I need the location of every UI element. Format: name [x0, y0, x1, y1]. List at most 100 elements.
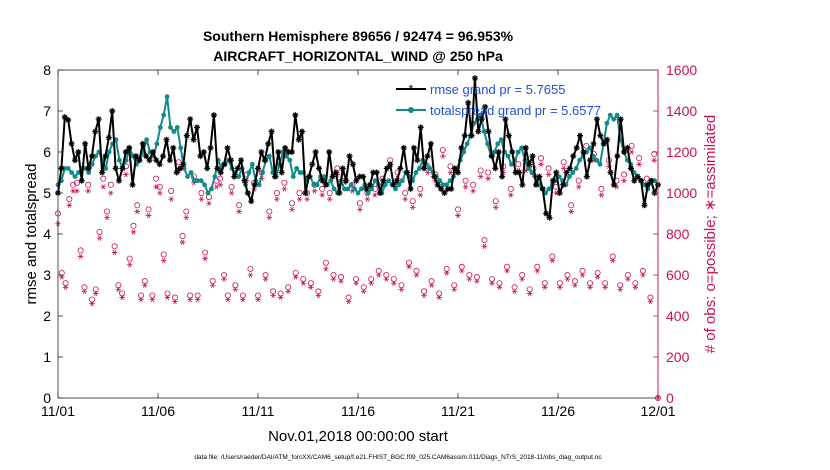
totalspread-point [437, 178, 443, 184]
rmse-point [580, 149, 587, 155]
rmse-point [627, 165, 634, 172]
obs-assimilated-point [409, 204, 416, 210]
obs-possible-point [115, 282, 122, 289]
y-left-tick-label: 5 [43, 185, 51, 201]
obs-possible-point [632, 280, 639, 287]
y-axis-right: 0 200 400 600 800 1000 1200 1400 1600 [653, 62, 697, 406]
totalspread-point [188, 170, 194, 175]
totalspread-point [372, 178, 378, 184]
rmse-point [475, 128, 482, 135]
rmse-point [227, 157, 234, 164]
obs-assimilated-point [62, 284, 69, 290]
obs-assimilated-point [289, 206, 295, 213]
obs-possible-point [66, 196, 73, 203]
rmse-point [78, 177, 85, 184]
obs-assimilated-point [458, 268, 465, 274]
totalspread-point [461, 149, 467, 155]
totalspread-point [604, 120, 610, 126]
totalspread-point [256, 182, 262, 188]
rmse-point [519, 181, 526, 188]
rmse-point [343, 177, 350, 184]
obs-assimilated-point [108, 190, 114, 196]
obs-assimilated-point [541, 284, 548, 290]
totalspread-point [573, 166, 579, 171]
obs-assimilated-point [647, 299, 654, 305]
obs-possible-point [232, 282, 239, 289]
obs-possible-point [330, 271, 337, 278]
totalspread-point [611, 116, 617, 122]
rmse-point [441, 190, 448, 196]
rmse-point [160, 153, 167, 160]
obs-assimilated-point [168, 196, 175, 202]
obs-possible-point [492, 198, 499, 205]
rmse-point [495, 149, 502, 155]
obs-possible-point [88, 296, 95, 303]
obs-assimilated-point [134, 208, 141, 215]
rmse-point [587, 157, 594, 164]
obs-assimilated-point [323, 266, 329, 272]
obs-assimilated-point [262, 276, 269, 282]
obs-assimilated-point [549, 258, 556, 264]
rmse-point [624, 144, 631, 151]
x-tick-label: 11/11 [242, 403, 275, 419]
obs-assimilated-point [451, 286, 458, 292]
obs-assimilated-point [462, 184, 469, 190]
obs-possible-point [183, 208, 190, 215]
obs-possible-point [273, 189, 280, 196]
totalspread-point [396, 182, 402, 188]
obs-assimilated-point [368, 280, 375, 286]
obs-possible-point [288, 200, 295, 207]
x-tick-label: 11/16 [341, 403, 375, 419]
totalspread-point [86, 170, 92, 175]
rmse-point [610, 181, 617, 188]
rmse-point [366, 181, 373, 188]
totalspread-point [505, 153, 511, 159]
obs-possible-point [138, 292, 145, 299]
rmse-point [604, 136, 611, 143]
totalspread-point [69, 170, 75, 175]
obs-assimilated-point [560, 165, 567, 172]
obs-assimilated-point [443, 270, 450, 276]
obs-assimilated-point [545, 171, 552, 178]
rmse-point [302, 190, 309, 196]
obs-assimilated-point [100, 184, 107, 190]
obs-assimilated-point [391, 280, 397, 286]
y-left-tick-label: 3 [43, 267, 51, 283]
totalspread-point [529, 170, 535, 175]
totalspread-point [72, 174, 78, 180]
obs-possible-point [556, 280, 563, 287]
totalspread-point [440, 182, 446, 188]
obs-possible-point [470, 181, 477, 188]
obs-assimilated-point [281, 186, 288, 192]
rmse-point [590, 140, 597, 147]
rmse-point [570, 153, 577, 160]
obs-possible-point [519, 271, 526, 278]
rmse-point [173, 169, 180, 176]
obs-possible-point [228, 183, 235, 190]
totalspread-point [266, 153, 272, 159]
obs-assimilated-point [538, 161, 544, 167]
rmse-point [563, 169, 570, 176]
totalspread-point [174, 125, 180, 130]
rmse-point [573, 144, 580, 151]
rmse-point [634, 173, 641, 180]
obs-assimilated-point [440, 153, 446, 159]
rmse-point [593, 116, 600, 123]
y-right-tick-label: 1600 [666, 62, 697, 78]
rmse-point [109, 108, 116, 114]
rmse-point [322, 181, 329, 188]
obs-possible-point [602, 280, 609, 287]
rmse-point [65, 117, 72, 124]
y-left-tick-label: 2 [43, 308, 51, 324]
obs-assimilated-point [157, 190, 163, 196]
obs-assimilated-point [534, 268, 541, 274]
rmse-point [193, 124, 200, 131]
totalspread-point [116, 157, 122, 163]
obs-possible-point [417, 185, 424, 192]
obs-assimilated-point [504, 268, 510, 274]
obs-assimilated-point [436, 294, 442, 301]
rmse-point [68, 140, 75, 147]
obs-possible-point [326, 189, 333, 196]
rmse-point [187, 116, 194, 123]
rmse-point [499, 173, 506, 180]
